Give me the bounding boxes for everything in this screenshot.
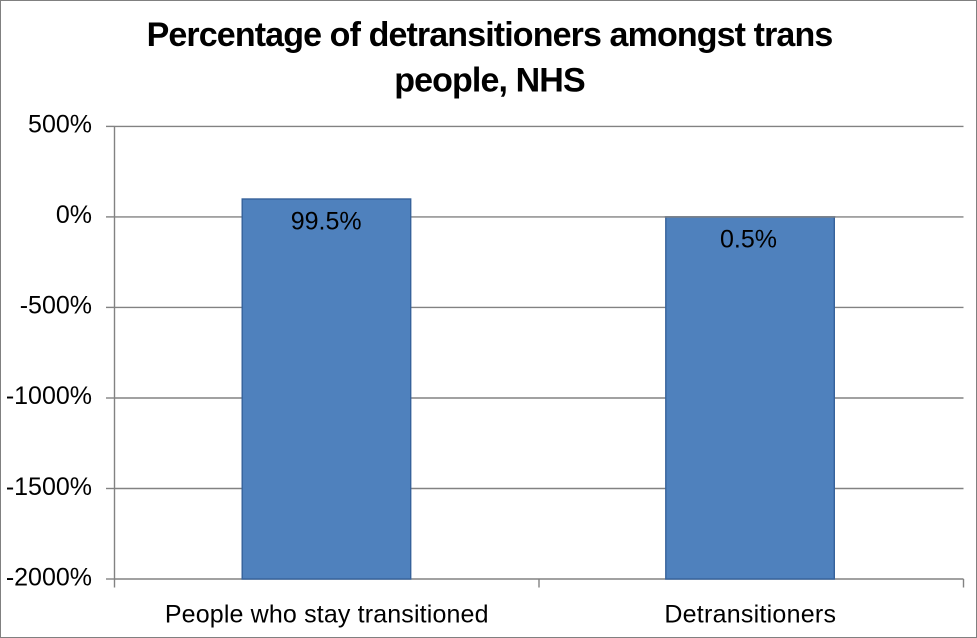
svg-text:0.5%: 0.5% [720, 226, 777, 254]
svg-text:-1500%: -1500% [6, 473, 92, 501]
svg-text:Percentage of detransitioners: Percentage of detransitioners amongst tr… [147, 16, 833, 54]
svg-text:people, NHS: people, NHS [394, 61, 585, 99]
svg-text:-500%: -500% [20, 292, 92, 320]
svg-text:People who stay transitioned: People who stay transitioned [165, 601, 489, 629]
svg-text:0%: 0% [56, 201, 92, 229]
svg-text:-1000%: -1000% [6, 382, 92, 410]
svg-text:Detransitioners: Detransitioners [664, 601, 836, 629]
svg-text:500%: 500% [28, 111, 92, 139]
svg-text:-2000%: -2000% [6, 563, 92, 591]
svg-text:99.5%: 99.5% [291, 208, 362, 236]
